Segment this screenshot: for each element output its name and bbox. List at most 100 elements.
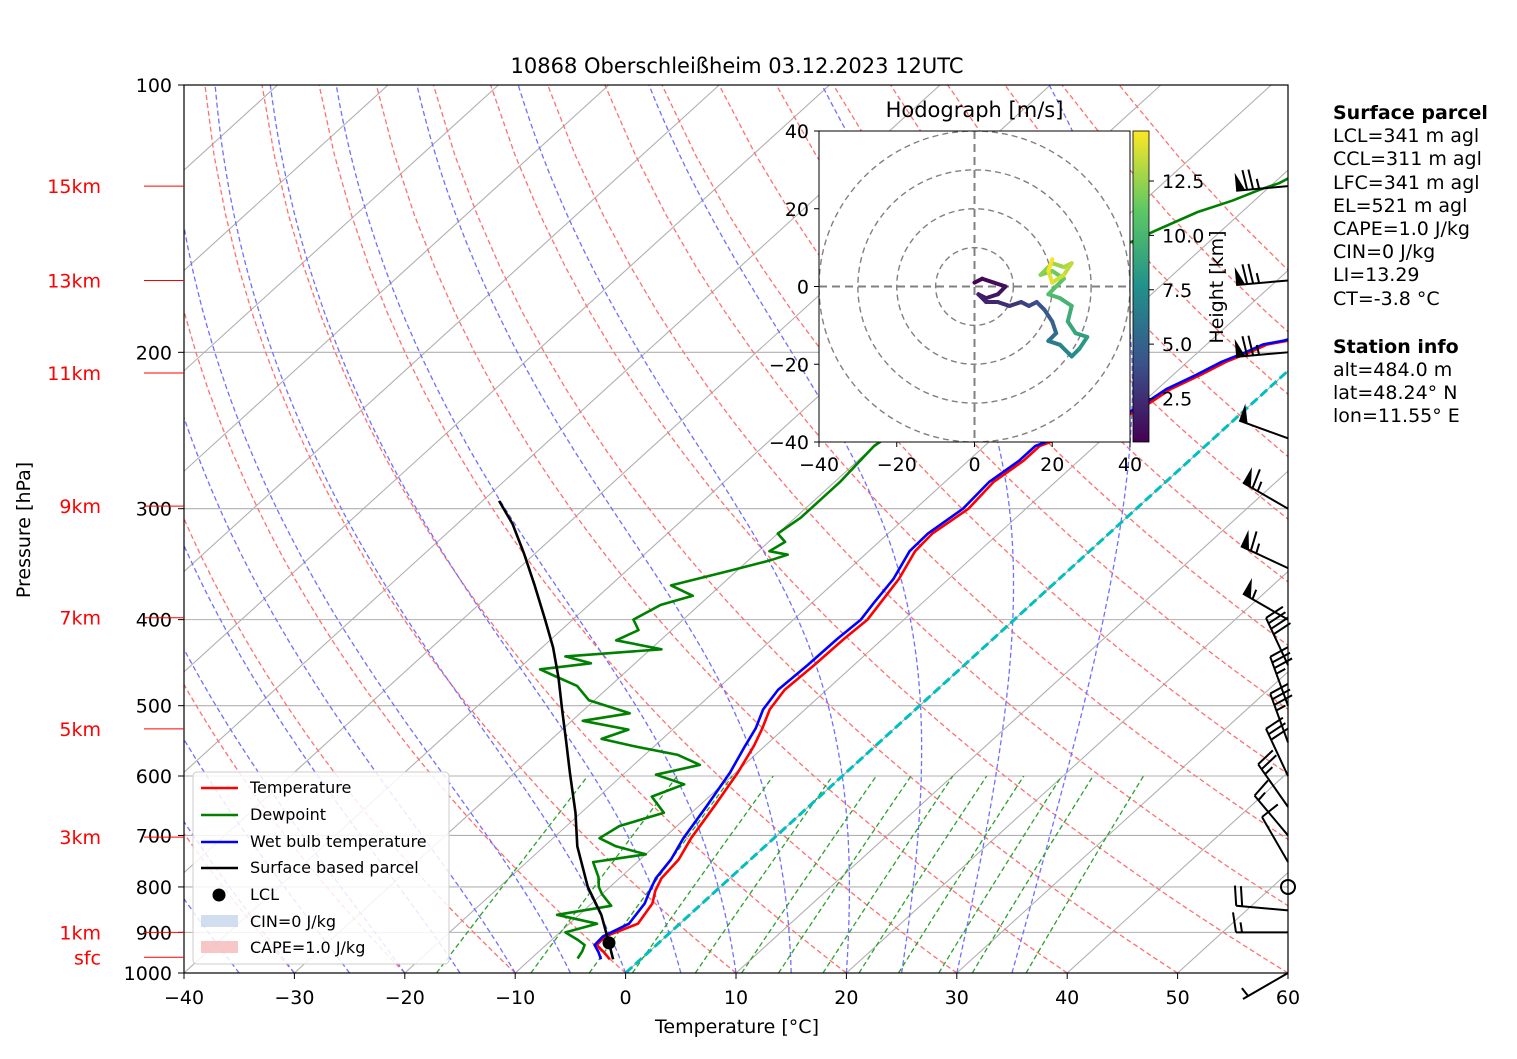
moist-adiabat [184,415,516,973]
legend-lcl-marker [212,888,226,902]
barb-full [1247,263,1255,284]
x-tick-label: −30 [274,987,314,1009]
hodograph-y-tick-label: −40 [769,432,809,454]
barb-full [1253,779,1269,797]
barb-full [1233,885,1238,906]
barb-shaft [1236,351,1289,358]
hodograph-x-tick-label: −40 [799,454,839,476]
surface-lfc: LFC=341 m agl [1333,171,1480,194]
x-tick-label: 50 [1166,987,1190,1009]
legend-lcl-label: LCL [250,885,279,904]
barb-full [1265,716,1284,730]
barb-half [1239,922,1243,933]
barb-shaft [1265,617,1289,666]
barb-shaft [1261,816,1289,863]
hodograph-plot [819,131,1130,442]
hodograph-segment [1046,257,1055,273]
chart-title: 10868 Oberschleißheim 03.12.2023 12UTC [511,54,964,78]
mixing-ratio-line [1025,775,1145,973]
isotherm-line [184,85,499,372]
barb-half [1275,704,1286,712]
mixing-ratio-line [897,775,1025,973]
wind-barb [1242,578,1289,621]
colorbar-tick-label: 2.5 [1162,389,1192,411]
mixing-ratio-line [741,775,877,973]
wind-barb [1269,646,1293,707]
height-label: 15km [47,176,101,198]
moist-adiabat [517,85,851,973]
dry-adiabat [184,683,406,973]
wind-barb [1238,403,1289,440]
barb-shaft [1257,763,1289,808]
wind-barb [1234,335,1289,358]
hodograph-x-tick-label: −20 [877,454,917,476]
legend-cin-swatch [201,915,238,927]
barb-full [1270,616,1289,630]
hodograph-x-tick-label: 20 [1040,454,1064,476]
barb-shaft [1236,904,1289,912]
barb-shaft [1269,656,1289,707]
x-tick-label: −20 [385,987,425,1009]
barb-half [1264,766,1274,775]
hodograph-segment [1065,319,1078,336]
dry-adiabat [890,85,1288,520]
barb-half [1275,668,1286,675]
wind-barb [1242,467,1289,510]
y-tick-label: 200 [136,342,172,364]
hodograph-y-tick-label: 20 [785,199,809,221]
station-alt: alt=484.0 m [1333,359,1453,382]
barb-full [1265,605,1284,619]
barb-flag [1234,338,1246,357]
x-tick-label: 10 [724,987,748,1009]
mixing-ratio-line [858,775,988,973]
barb-full [1270,727,1289,741]
hodograph-segment [1007,300,1024,308]
x-tick-label: 30 [945,987,969,1009]
x-axis-label: Temperature [°C] [654,1016,819,1038]
x-tick-label: −10 [495,987,535,1009]
barb-full [1232,912,1237,933]
height-label: 5km [59,719,101,741]
isotherm-line [514,269,1288,973]
x-tick-label: 60 [1276,987,1300,1009]
dry-adiabat [489,85,1288,973]
legend-cape-label: CAPE=1.0 J/kg [250,938,365,957]
barb-shaft [1242,972,1289,1000]
barb-shaft [1265,728,1289,777]
hodograph-segment [1065,303,1074,324]
hodograph-segment [1046,338,1063,347]
barb-full [1269,683,1289,695]
y-tick-label: 300 [136,499,172,521]
wind-barb [1234,263,1289,286]
hodograph-title: Hodograph [m/s] [886,98,1064,122]
y-tick-label: 700 [136,825,172,847]
barb-full [1249,531,1258,552]
mixing-ratio-line [938,775,1063,973]
legend-dewpoint-label: Dewpoint [250,805,326,824]
barb-full [1241,264,1249,285]
surface-parcel-header: Surface parcel [1333,102,1488,124]
height-label: 1km [59,922,101,944]
wind-barb [1261,803,1289,863]
hodograph-segment [1061,261,1074,277]
info-panel: Surface parcel LCL=341 m agl CCL=311 m a… [1333,102,1488,429]
y-tick-label: 100 [136,75,172,97]
barb-full [1268,611,1286,625]
barb-full [1271,651,1291,664]
station-lon: lon=11.55° E [1333,405,1460,428]
hodograph-background [819,131,1130,442]
dry-adiabat [375,85,1068,973]
barb-shaft [1240,545,1289,570]
surface-cin: CIN=0 J/kg [1333,241,1436,264]
hodograph-segment [1046,268,1055,285]
barb-half [1257,791,1266,801]
dry-adiabat [432,85,1178,973]
hodograph-segment [1058,342,1074,359]
mixing-ratio-line [777,775,912,973]
legend: Temperature Dewpoint Wet bulb temperatur… [192,771,450,965]
barb-full [1247,335,1255,356]
isotherm-line [625,370,1288,973]
hodograph-segment [1042,307,1055,324]
legend-cin-label: CIN=0 J/kg [250,912,336,931]
barb-full [1261,803,1279,818]
